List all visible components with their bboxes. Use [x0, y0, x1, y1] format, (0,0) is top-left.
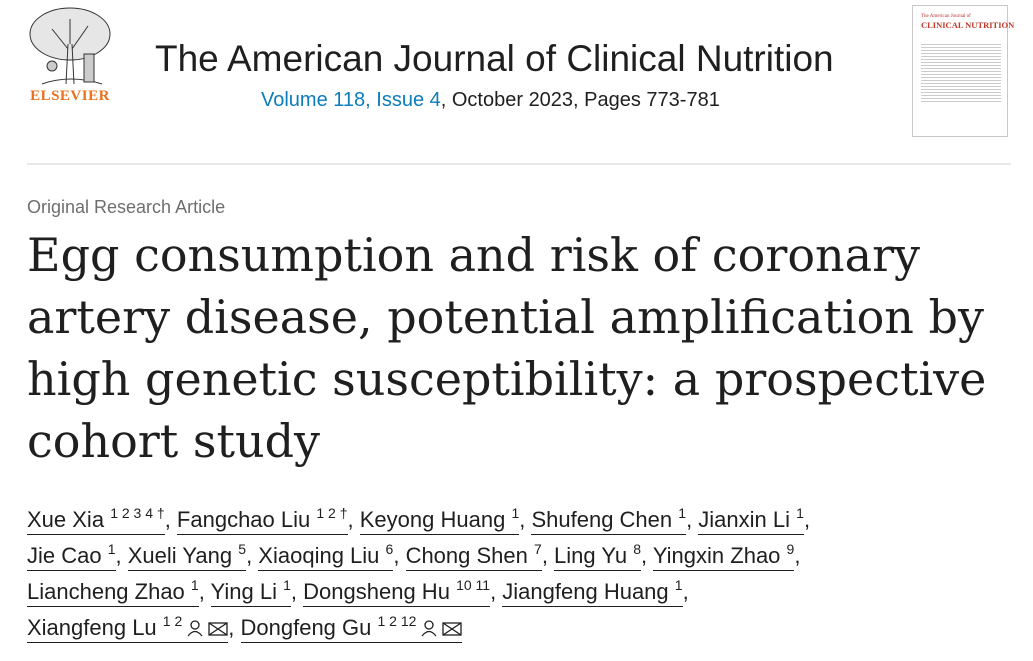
author-link[interactable]: Liancheng Zhao 1 [27, 577, 199, 607]
author-affiliation-sup: 5 [238, 541, 247, 557]
author-link[interactable]: Dongsheng Hu 10 11 [303, 577, 491, 607]
author-affiliation-sup: 10 11 [456, 577, 491, 593]
author-link[interactable]: Xueli Yang 5 [127, 541, 247, 571]
author-link[interactable]: Jie Cao 1 [27, 541, 116, 571]
author-name: Xue Xia [27, 507, 105, 532]
author-link[interactable]: Fangchao Liu 1 2 † [176, 505, 348, 535]
author-name: Xiangfeng Lu [27, 615, 157, 640]
author-link[interactable]: Jiangfeng Huang 1 [502, 577, 683, 607]
author-name: Dongsheng Hu [303, 579, 450, 604]
author-link[interactable]: Keyong Huang 1 [359, 505, 520, 535]
author-link[interactable]: Ling Yu 8 [554, 541, 641, 571]
author-affiliation-sup: 1 2 3 4 † [110, 505, 165, 521]
author-name: Keyong Huang [359, 507, 506, 532]
author-name: Chong Shen [405, 543, 528, 568]
author-affiliation-sup: 1 2 † [316, 505, 348, 521]
author-name: Jiangfeng Huang [502, 579, 669, 604]
author-link[interactable]: Dongfeng Gu 1 2 12 [240, 613, 463, 643]
header-divider [27, 163, 1011, 165]
author-affiliation-sup: 6 [385, 541, 394, 557]
cover-title-large: CLINICAL NUTRITION [921, 20, 1015, 30]
elsevier-tree-icon [29, 7, 111, 85]
author-affiliation-sup: 1 2 [162, 613, 183, 629]
author-name: Shufeng Chen [531, 507, 673, 532]
author-link[interactable]: Yingxin Zhao 9 [652, 541, 795, 571]
email-icon [442, 612, 463, 648]
author-link[interactable]: Xiangfeng Lu 1 2 [27, 613, 229, 643]
author-affiliation-sup: 1 [678, 505, 687, 521]
person-icon [420, 612, 438, 648]
author-name: Yingxin Zhao [652, 543, 781, 568]
elsevier-logo[interactable]: ELSEVIER [22, 4, 118, 106]
cover-title-small: The American Journal of [921, 14, 971, 19]
date-pages: , October 2023, Pages 773-781 [440, 89, 720, 111]
author-affiliation-sup: 1 [796, 505, 804, 521]
author-link[interactable]: Shufeng Chen 1 [531, 505, 687, 535]
author-link[interactable]: Chong Shen 7 [405, 541, 542, 571]
author-name: Ying Li [210, 579, 277, 604]
volume-issue-link[interactable]: Volume 118, Issue 4 [261, 89, 441, 111]
author-name: Jie Cao [27, 543, 102, 568]
author-name: Fangchao Liu [176, 507, 311, 532]
author-name: Liancheng Zhao [27, 579, 185, 604]
author-name: Ling Yu [554, 543, 628, 568]
article-type: Original Research Article [27, 197, 226, 217]
author-affiliation-sup: 1 2 12 [377, 613, 417, 629]
author-affiliation-sup: 9 [786, 541, 795, 557]
article-title: Egg consumption and risk of coronary art… [27, 228, 987, 468]
elsevier-wordmark: ELSEVIER [30, 88, 110, 104]
author-affiliation-sup: 8 [633, 541, 641, 557]
author-name: Xueli Yang [127, 543, 233, 568]
author-affiliation-sup: 7 [534, 541, 542, 557]
author-affiliation-sup: 1 [511, 505, 520, 521]
journal-title[interactable]: The American Journal of Clinical Nutriti… [155, 38, 834, 79]
person-icon [186, 612, 204, 648]
author-name: Xiaoqing Liu [258, 543, 380, 568]
author-affiliation-sup: 1 [107, 541, 116, 557]
author-link[interactable]: Jianxin Li 1 [698, 505, 804, 535]
journal-cover-image[interactable]: The American Journal of CLINICAL NUTRITI… [912, 5, 1014, 137]
author-link[interactable]: Xiaoqing Liu 6 [258, 541, 394, 571]
author-name: Dongfeng Gu [240, 615, 372, 640]
email-icon [208, 612, 228, 648]
author-name: Jianxin Li [698, 507, 791, 532]
author-list: Xue Xia 1 2 3 4 †, Fangchao Liu 1 2 †, K… [27, 502, 1007, 648]
author-link[interactable]: Xue Xia 1 2 3 4 † [27, 505, 165, 535]
author-affiliation-sup: 1 [190, 577, 199, 593]
author-affiliation-sup: 1 [283, 577, 291, 593]
journal-issue-info: Volume 118, Issue 4, October 2023, Pages… [261, 89, 720, 112]
author-link[interactable]: Ying Li 1 [210, 577, 291, 607]
author-affiliation-sup: 1 [674, 577, 683, 593]
cover-contents [921, 42, 1001, 102]
